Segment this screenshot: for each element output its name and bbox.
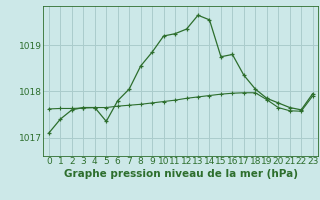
X-axis label: Graphe pression niveau de la mer (hPa): Graphe pression niveau de la mer (hPa)	[64, 169, 298, 179]
